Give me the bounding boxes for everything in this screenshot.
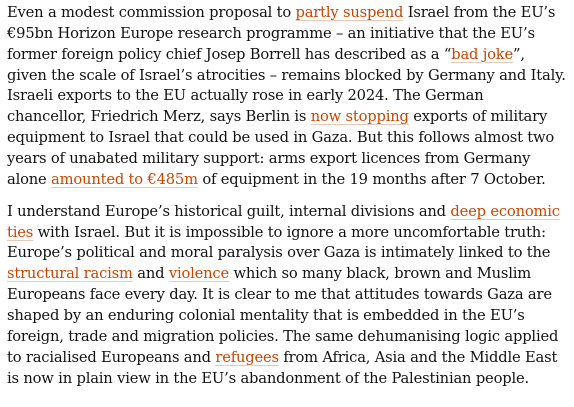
paragraph-text: with Israel. But it is impossible to ign… (7, 223, 551, 262)
link-deep-economic-ties[interactable]: deep economic ties (7, 202, 560, 241)
paragraph-text: and (132, 265, 169, 283)
paragraph-horizon-europe: Even a modest commission proposal to par… (7, 3, 567, 191)
paragraph-structural-racism: I understand Europe’s historical guilt, … (7, 202, 567, 390)
paragraph-text: from Africa, Asia and the Middle East is… (7, 348, 558, 387)
paragraph-text: Israel from the EU’s €95bn Horizon Europ… (7, 4, 556, 63)
link-now-stopping[interactable]: now stopping (310, 108, 409, 126)
link-refugees[interactable]: refugees (215, 348, 279, 366)
paragraph-text: of equipment in the 19 months after 7 Oc… (197, 170, 546, 188)
paragraph-text: I understand Europe’s historical guilt, … (7, 202, 451, 220)
link-violence[interactable]: violence (168, 265, 229, 283)
link-structural-racism[interactable]: structural racism (7, 265, 133, 283)
link-bad-joke[interactable]: bad joke (451, 45, 513, 63)
paragraph-text: which so many black, brown and Muslim Eu… (7, 265, 559, 366)
link-amounted-to-485m[interactable]: amounted to €485m (51, 170, 198, 188)
paragraph-text: exports of military equipment to Israel … (7, 108, 555, 188)
link-partly-suspend[interactable]: partly suspend (295, 4, 404, 21)
paragraph-text: ”, given the scale of Israel’s atrocitie… (7, 45, 566, 126)
paragraph-text: Even a modest commission proposal to (7, 4, 296, 21)
